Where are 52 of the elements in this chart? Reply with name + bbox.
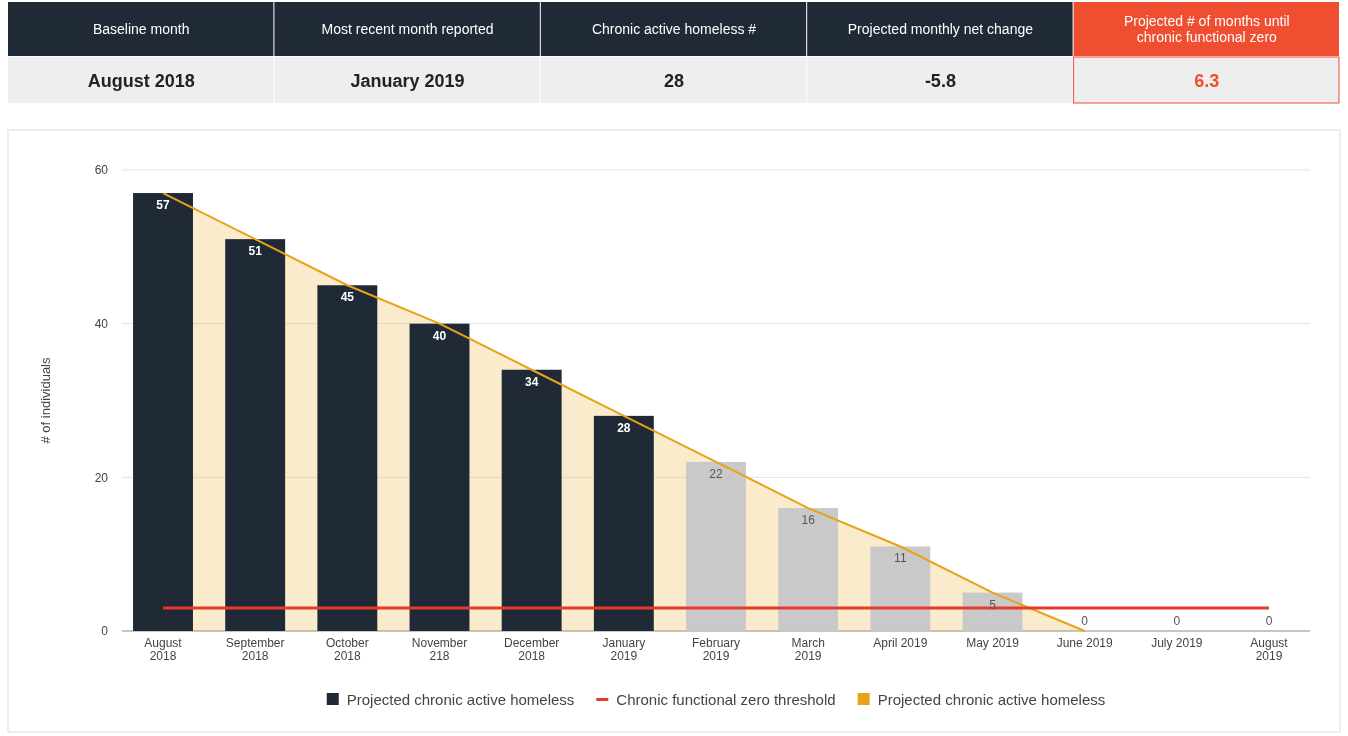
legend-label: Chronic functional zero threshold [616, 691, 836, 708]
bar [225, 239, 286, 631]
bar [593, 415, 654, 631]
text: 28 [663, 71, 685, 91]
bar [870, 546, 931, 631]
x-tick-label: August 2018 [144, 636, 183, 663]
x-tick-label: August 2019 [1250, 636, 1289, 663]
data-label: 40 [432, 328, 447, 343]
data-label: 51 [248, 244, 263, 259]
y-tick-label: 0 [101, 624, 109, 639]
x-tick-label: July 2019 [1151, 636, 1203, 650]
x-tick-label: April 2019 [873, 636, 928, 650]
x-tick-label: March 2019 [791, 636, 825, 663]
data-label: 0 [1173, 614, 1181, 628]
data-label: 34 [524, 374, 539, 389]
text: January 2019 [350, 71, 465, 91]
y-tick-label: 60 [94, 163, 109, 178]
x-tick-label: June 2019 [1056, 636, 1113, 650]
bar [317, 285, 378, 631]
x-tick-label: September 2018 [225, 636, 285, 663]
data-label: 11 [894, 551, 907, 566]
bar [133, 193, 193, 631]
x-tick-label: November 218 [411, 636, 468, 663]
y-tick-label: 40 [94, 317, 109, 332]
bar [778, 508, 839, 631]
data-label: 0 [1265, 614, 1273, 628]
category-label: Most recent month reported [321, 21, 494, 37]
bar [686, 461, 746, 631]
data-label: 45 [340, 290, 355, 305]
text: 6.3 [1194, 71, 1220, 91]
y-tick-label: 20 [94, 470, 109, 485]
text: -5.8 [924, 71, 956, 91]
x-tick-label: December 2018 [503, 636, 560, 663]
legend-label: Projected chronic active homeless [346, 691, 575, 708]
text: August 2018 [87, 71, 195, 91]
legend-label: Projected chronic active homeless [877, 691, 1106, 708]
category-label: Projected # of months until chronic functional zero [1123, 13, 1290, 45]
data-label: 16 [801, 513, 816, 528]
category-label: Baseline month [92, 21, 190, 37]
data-label: 28 [617, 420, 631, 435]
data-label: 0 [1081, 614, 1089, 628]
bar [501, 369, 562, 631]
category-label: Projected monthly net change [847, 21, 1034, 37]
bar [409, 323, 470, 631]
category-label: Chronic active homeless # [591, 21, 757, 37]
y-axis-title: # of individuals [38, 357, 53, 444]
x-tick-label: February 2019 [691, 636, 741, 663]
data-label: 57 [156, 198, 171, 213]
x-tick-label: May 2019 [966, 636, 1020, 650]
x-tick-label: January 2019 [602, 636, 646, 663]
x-tick-label: October 2018 [326, 636, 369, 663]
data-label: 22 [709, 466, 723, 481]
